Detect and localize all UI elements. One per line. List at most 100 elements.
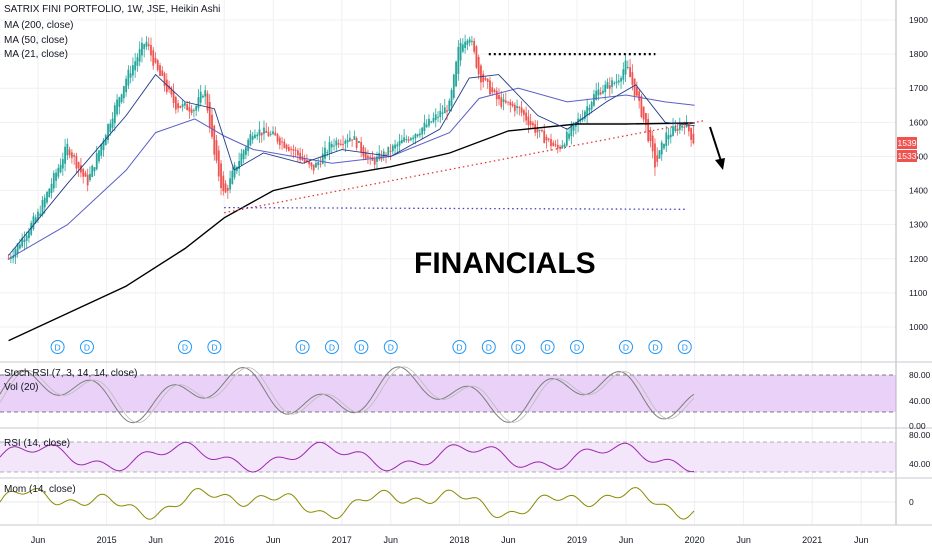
candle-down	[525, 112, 528, 121]
candle-down	[73, 155, 76, 157]
candle-up	[457, 46, 460, 74]
candle-up	[470, 40, 473, 42]
candle-up	[597, 89, 600, 96]
x-tick-label: Jun	[31, 535, 46, 545]
candle-down	[312, 164, 315, 171]
candle-up	[109, 123, 112, 133]
candle-down	[475, 46, 478, 68]
candle-up	[244, 147, 247, 155]
candle-up	[434, 114, 437, 120]
candle-up	[595, 90, 598, 100]
dividend-label: D	[574, 343, 580, 353]
candle-down	[260, 132, 263, 136]
x-tick-label: 2019	[567, 535, 587, 545]
candle-down	[527, 116, 530, 126]
candle-down	[489, 80, 491, 95]
rsi-tick: 80.00	[909, 430, 931, 440]
ma200-legend[interactable]: MA (200, close)	[4, 20, 74, 31]
candle-up	[258, 129, 261, 136]
dividend-marker	[324, 340, 339, 354]
candle-down	[188, 107, 191, 112]
dividend-marker	[50, 340, 65, 354]
candle-up	[620, 77, 622, 82]
momentum-legend[interactable]: Mom (14, close)	[4, 484, 76, 495]
candle-down	[541, 130, 543, 132]
candle-up	[615, 81, 618, 84]
candle-up	[678, 125, 681, 130]
candle-up	[23, 239, 26, 243]
ma200-line	[8, 122, 695, 342]
candle-up	[394, 144, 396, 149]
ma50-legend[interactable]: MA (50, close)	[4, 35, 68, 46]
candle-up	[39, 213, 42, 216]
candle-up	[30, 222, 33, 235]
candle-down	[208, 101, 211, 128]
momentum-line	[0, 487, 695, 520]
candle-up	[502, 99, 505, 103]
candle-up	[423, 122, 426, 132]
candle-down	[498, 95, 500, 100]
candle-down	[629, 67, 631, 78]
candle-up	[333, 145, 335, 147]
candle-down	[556, 144, 559, 149]
candle-up	[357, 141, 360, 143]
candle-up	[263, 127, 265, 134]
candle-down	[86, 174, 89, 186]
candle-down	[364, 151, 367, 160]
y-tick-label: 1000	[909, 322, 928, 332]
candle-up	[57, 167, 60, 177]
candle-up	[89, 173, 91, 181]
chart-title[interactable]: SATRIX FINI PORTFOLIO, 1W, JSE, Heikin A…	[4, 4, 221, 15]
candle-down	[493, 89, 496, 92]
candle-up	[52, 173, 55, 189]
dividend-label: D	[358, 343, 364, 353]
rsi-legend[interactable]: RSI (14, close)	[4, 438, 71, 449]
volume-legend[interactable]: Vol (20)	[4, 382, 39, 393]
candle-down	[285, 144, 288, 149]
ma21-legend[interactable]: MA (21, close)	[4, 49, 68, 60]
dividend-label: D	[545, 343, 551, 353]
candle-up	[12, 256, 15, 259]
candle-up	[604, 84, 607, 93]
y-tick-label: 1800	[909, 49, 928, 59]
candle-down	[163, 73, 166, 87]
candle-down	[509, 102, 512, 106]
candle-up	[315, 162, 317, 168]
x-tick-label: 2018	[449, 535, 469, 545]
candle-up	[565, 131, 568, 146]
y-tick-label: 1200	[909, 254, 928, 264]
grid	[0, 0, 896, 525]
candle-up	[459, 42, 462, 61]
candle-down	[407, 139, 410, 141]
candle-up	[32, 216, 35, 229]
dividend-marker	[481, 340, 496, 354]
candle-down	[80, 165, 82, 173]
candle-up	[143, 44, 146, 50]
candle-down	[7, 258, 10, 260]
x-tick-label: Jun	[148, 535, 163, 545]
candle-down	[211, 114, 213, 137]
candle-down	[355, 138, 358, 148]
stoch-rsi-legend[interactable]: Stoch RSI (7, 3, 14, 14, close)	[4, 368, 138, 379]
candle-up	[16, 243, 19, 254]
dividend-marker	[569, 340, 584, 354]
candle-down	[545, 136, 548, 141]
rsi-tick: 40.00	[909, 459, 931, 469]
candle-up	[46, 191, 48, 203]
oscillator-bands	[0, 374, 896, 473]
candle-up	[64, 146, 66, 164]
close-price-label: 1533	[898, 151, 917, 161]
candle-up	[443, 107, 446, 114]
candle-up	[102, 140, 105, 150]
candle-up	[430, 121, 433, 123]
candle-down	[68, 149, 71, 156]
candle-down	[446, 110, 448, 112]
candle-down	[292, 149, 295, 151]
candle-up	[455, 61, 457, 87]
candle-up	[100, 144, 103, 156]
candle-up	[335, 140, 338, 146]
candle-up	[622, 69, 625, 80]
candle-up	[48, 188, 51, 198]
